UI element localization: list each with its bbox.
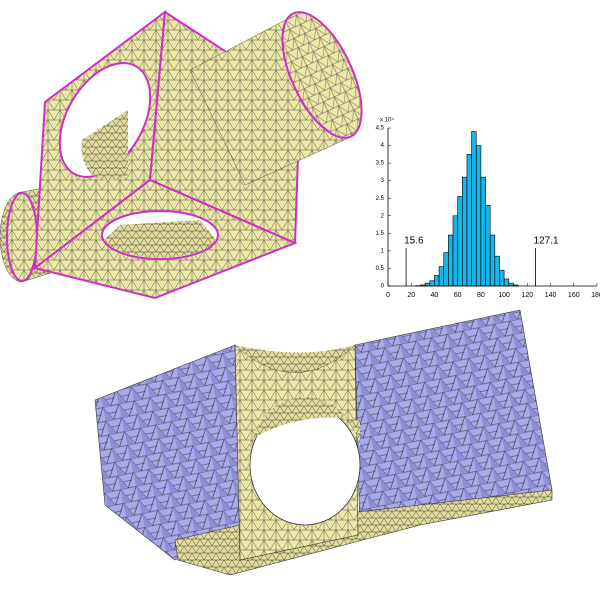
bar (458, 196, 463, 286)
x-tick-label: 140 (545, 292, 557, 299)
y-tick-label: 4.5 (376, 126, 385, 132)
x-tick-label: 0 (386, 292, 390, 299)
x-tick-label: 60 (454, 292, 462, 299)
bar (439, 267, 444, 286)
bar (453, 216, 458, 286)
x-tick-label: 180 (591, 292, 600, 299)
bar (434, 275, 439, 286)
bar (499, 270, 504, 286)
bar (444, 253, 449, 286)
y-tick-label: 3.5 (376, 161, 385, 167)
marker-label: 15.6 (404, 236, 424, 247)
bar (504, 279, 509, 286)
bar (476, 146, 481, 286)
y-tick-label: 1.5 (376, 231, 385, 237)
bar (490, 235, 495, 286)
mesh-render-top (0, 1, 378, 298)
bar (481, 177, 486, 286)
marker-label: 127.1 (534, 236, 559, 247)
bar (462, 177, 467, 286)
x-tick-label: 80 (477, 292, 485, 299)
bar (472, 132, 477, 286)
x-tick-label: 160 (568, 292, 580, 299)
histogram: x 10⁴ 0 0.5 1 1.5 2 2.5 3 3.5 4 4.5 0 20 40 60 80 100 120… (376, 117, 600, 299)
y-tick-label: 3 (381, 178, 385, 184)
bar (448, 235, 453, 286)
y-tick-label: 2 (381, 213, 385, 219)
bar (486, 205, 491, 286)
bar (467, 154, 472, 286)
x-tick-label: 40 (431, 292, 439, 299)
mesh-render-bottom (95, 310, 552, 575)
x-tick-label: 120 (521, 292, 533, 299)
y-tick-label: 4 (381, 143, 385, 149)
figure: x 10⁴ 0 0.5 1 1.5 2 2.5 3 3.5 4 4.5 0 20 40 60 80 100 120… (0, 0, 600, 585)
y-scale-label: x 10⁴ (380, 117, 394, 124)
y-tick-label: 2.5 (376, 196, 385, 202)
x-tick-label: 100 (498, 292, 510, 299)
bar (509, 283, 514, 286)
bar (425, 283, 430, 286)
y-tick-label: 0 (381, 284, 385, 290)
bar (495, 256, 500, 286)
y-tick-label: 0.5 (376, 266, 385, 272)
x-tick-label: 20 (407, 292, 415, 299)
y-tick-label: 1 (381, 248, 385, 254)
bar (430, 281, 435, 286)
